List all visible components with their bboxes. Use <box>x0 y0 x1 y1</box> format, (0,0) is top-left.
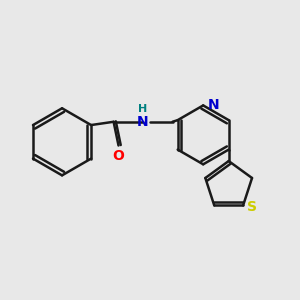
Text: N: N <box>137 115 149 129</box>
Text: S: S <box>247 200 257 214</box>
Text: N: N <box>207 98 219 112</box>
Text: H: H <box>138 104 148 114</box>
Text: O: O <box>112 149 124 163</box>
